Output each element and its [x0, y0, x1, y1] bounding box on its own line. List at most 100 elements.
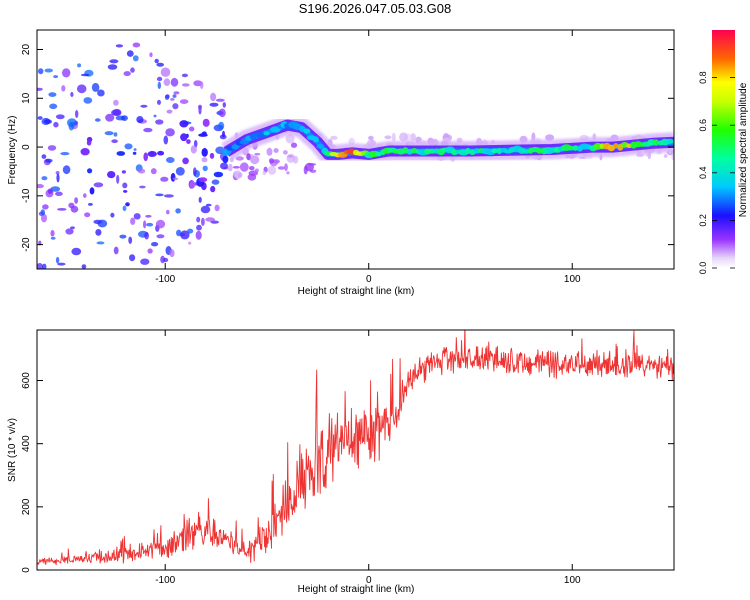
spectrogram-cell — [160, 67, 171, 77]
spectrogram-cell — [267, 165, 277, 175]
colorbar: 0.0 0.2 0.4 0.6 0.8 Normalized spectral ampl… — [698, 30, 749, 274]
spectrogram-cell — [173, 91, 180, 95]
colorbar-tick-label: 0.8 — [698, 71, 708, 84]
spectrogram-cell — [107, 64, 118, 70]
spectrogram-cell — [205, 217, 216, 222]
snr-x-ticks: -100 0 100 — [155, 330, 581, 586]
spectrogram-cell — [156, 234, 165, 239]
spectrogram-cell — [61, 85, 66, 92]
colorbar-label: Normalized spectral amplitude — [738, 82, 749, 217]
spectrogram-cell — [190, 145, 197, 154]
spectrogram-cell — [80, 73, 90, 77]
spectrogram-ridge-cell — [568, 145, 574, 151]
spectrogram-ridge-cell — [428, 148, 437, 154]
spectrogram-x-ticks: -100 0 100 — [155, 30, 581, 285]
y-tick-label: 0 — [21, 567, 32, 573]
spectrogram-cell — [37, 263, 43, 269]
spectrogram-cell — [211, 179, 220, 185]
spectrogram-cell — [140, 104, 148, 108]
spectrogram-cell — [186, 139, 191, 145]
spectrogram-cell — [277, 166, 285, 170]
spectrogram-cell — [96, 241, 105, 245]
spectrogram-cell — [202, 165, 208, 172]
spectrogram-cell — [237, 172, 243, 178]
spectrogram-cell — [121, 170, 126, 174]
spectrogram-cell — [198, 177, 208, 183]
spectrogram-cell — [175, 208, 181, 214]
spectrogram-cell — [209, 102, 219, 107]
spectrogram-cell — [124, 143, 133, 150]
spectrogram-cell — [290, 142, 298, 148]
spectrogram-cell — [193, 167, 197, 177]
spectrogram-y-ticks: -20 -10 0 10 20 — [21, 44, 674, 252]
spectrogram-cell — [119, 234, 127, 239]
spectrogram-cell — [170, 172, 176, 182]
y-tick-label: -20 — [21, 237, 32, 252]
spectrogram-ridge-cell — [231, 144, 239, 150]
spectrogram-cell — [97, 89, 105, 97]
spectrogram-cell — [198, 196, 202, 203]
spectrogram-cell — [157, 81, 161, 89]
spectrogram-cell — [210, 92, 217, 102]
colorbar-tick-label: 0.2 — [698, 214, 708, 227]
spectrogram-cell — [132, 55, 139, 62]
spectrogram-cell — [84, 212, 91, 218]
spectrogram-cell — [189, 126, 195, 132]
figure-title: S196.2026.047.05.03.G08 — [299, 1, 452, 16]
spectrogram-cell — [160, 176, 169, 182]
spectrogram-cell — [62, 165, 71, 175]
spectrogram-cell — [286, 153, 296, 163]
spectrogram-cell — [254, 152, 261, 156]
spectrogram-cell — [71, 247, 82, 256]
spectrogram-cell — [57, 208, 67, 211]
spectrogram-cell — [151, 242, 159, 247]
spectrogram-ridge-cell — [613, 143, 619, 149]
spectrogram-ridge-cell — [665, 138, 674, 144]
y-tick-label: 10 — [21, 92, 32, 104]
spectrogram-cell — [41, 213, 47, 223]
spectrogram-cell — [155, 219, 166, 229]
spectrogram-cell — [155, 193, 164, 197]
spectrogram-cell — [57, 262, 66, 266]
spectrogram-ridge-cell — [239, 140, 249, 145]
spectrogram-cell — [38, 68, 44, 75]
snr-series-line — [37, 330, 674, 566]
spectrogram-cell — [545, 134, 555, 142]
spectrogram-cell — [179, 99, 189, 104]
spectrogram-cell — [202, 118, 210, 127]
spectrogram-cell — [391, 132, 396, 142]
spectrogram-cell — [42, 204, 49, 210]
spectrogram-cell — [201, 217, 205, 226]
spectrogram-cell — [123, 190, 128, 193]
spectrogram-ridge-cell — [316, 143, 324, 149]
spectrogram-cell — [153, 114, 157, 118]
spectrogram-cell — [81, 264, 87, 269]
spectrogram-cell — [196, 224, 202, 231]
spectrogram-cell — [128, 236, 133, 244]
spectrogram-cell — [166, 209, 170, 215]
spectrogram-cell — [249, 166, 255, 171]
spectrogram-cell — [107, 171, 116, 179]
spectrogram-cell — [55, 114, 65, 120]
spectrogram-cell — [55, 256, 60, 264]
spectrogram-cell — [130, 217, 136, 225]
spectrogram-cell — [43, 119, 53, 124]
spectrogram-cell — [136, 116, 144, 123]
spectrogram-cell — [37, 87, 43, 91]
spectrogram-cell — [70, 92, 74, 97]
spectrogram-cell — [77, 63, 82, 68]
spectrogram-cell — [199, 81, 204, 89]
spectrogram-cell — [146, 222, 154, 227]
spectrogram-x-label: Height of straight line (km) — [298, 286, 415, 297]
spectrogram-cell — [155, 119, 164, 125]
spectrogram-cell — [83, 97, 93, 104]
spectrogram-cell — [147, 151, 157, 157]
spectrogram-frame — [36, 29, 675, 270]
spectrogram-cell — [188, 241, 192, 245]
spectrogram-cell — [286, 171, 290, 175]
snr-panel: -100 0 100 0 200 400 600 Height of straight l… — [7, 329, 675, 595]
spectrogram-cell — [201, 157, 208, 163]
spectrogram-cell — [122, 205, 127, 212]
spectrogram-cell — [254, 168, 259, 173]
spectrogram-cell — [170, 98, 175, 101]
